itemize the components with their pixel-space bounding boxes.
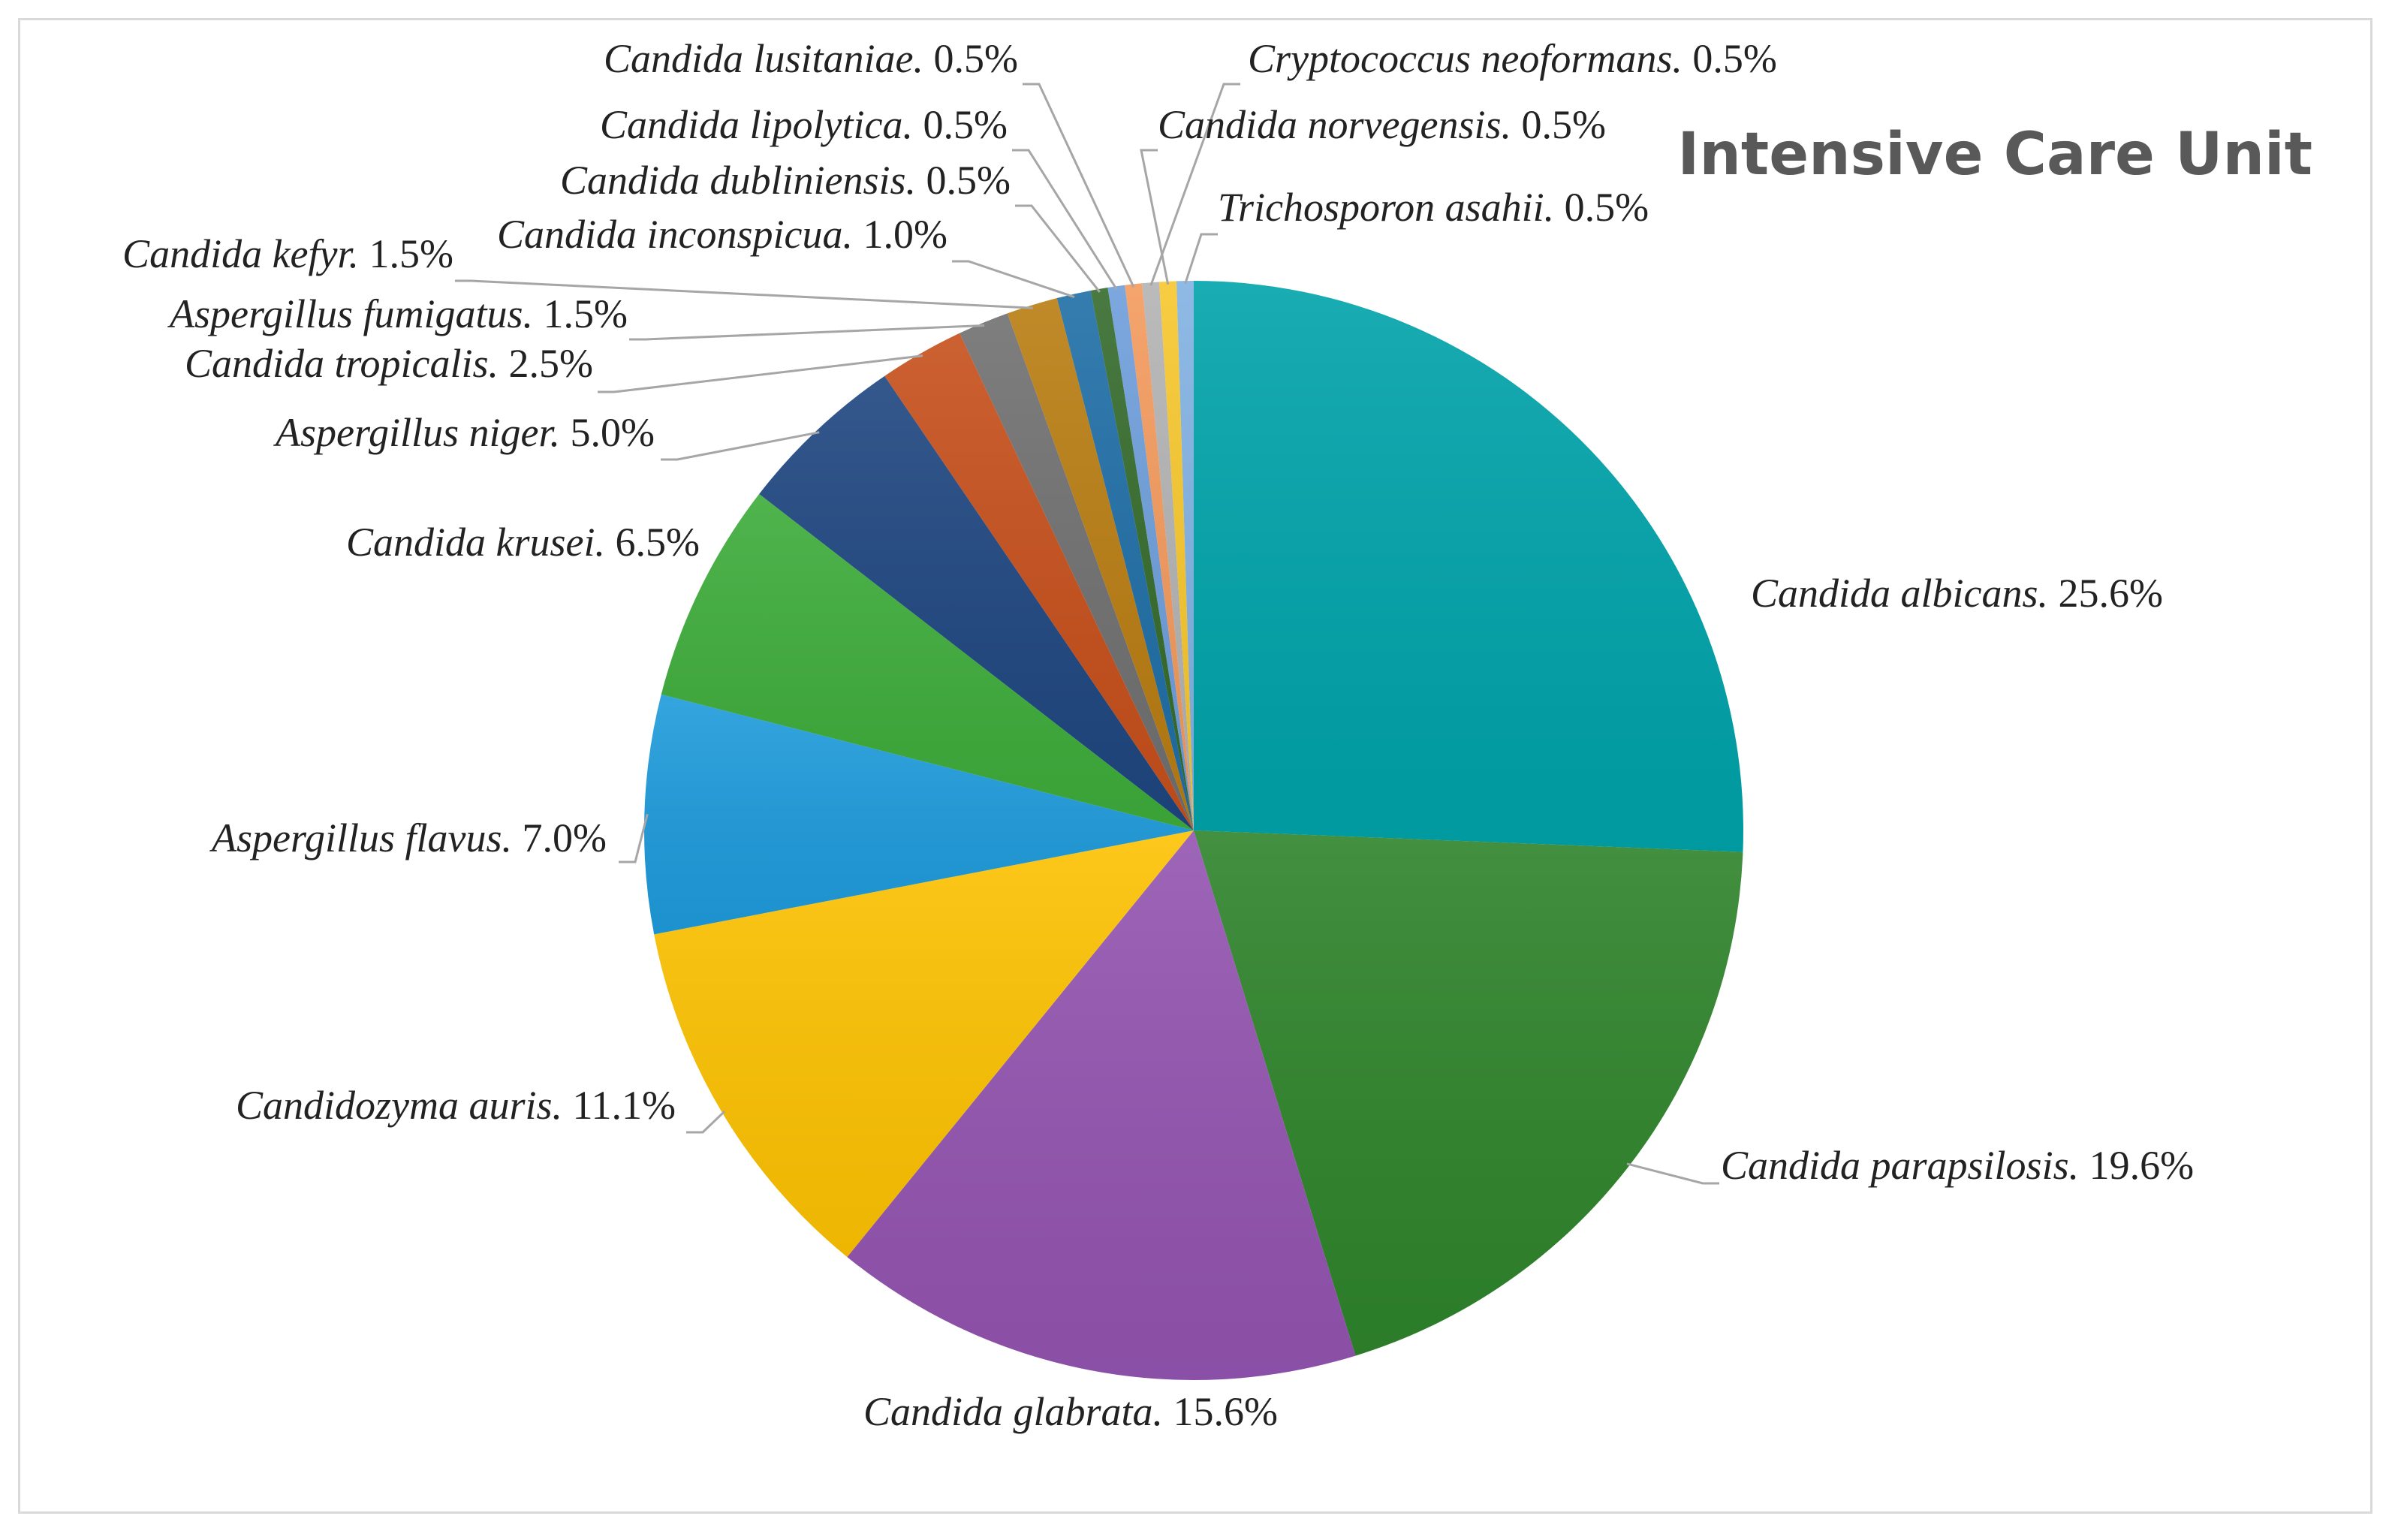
slice-label-species: Trichosporon asahii. xyxy=(1218,185,1554,230)
pie-slice-shade xyxy=(1125,283,1194,830)
slice-labels: Candida albicans. 25.6% Candida parapsilo… xyxy=(122,36,2194,1434)
slice-label-percent: 1.0% xyxy=(853,212,947,257)
pie-slice-shade xyxy=(960,313,1194,830)
slice-label-percent: 15.6% xyxy=(1163,1389,1278,1434)
slice-label-species: Aspergillus flavus. xyxy=(209,815,512,860)
slice-label-percent: 0.5% xyxy=(1554,185,1649,230)
pie-slice-shade xyxy=(847,830,1356,1381)
slice-label-species: Candida glabrata. xyxy=(863,1389,1163,1434)
slice-label: Aspergillus niger. 5.0% xyxy=(273,410,655,455)
pie-slice-shade xyxy=(759,375,1194,830)
leader-line xyxy=(1140,149,1170,285)
slice-label: Candida glabrata. 15.6% xyxy=(863,1389,1278,1434)
slice-label-percent: 11.1% xyxy=(562,1083,676,1128)
slice-label-species: Candidozyma auris. xyxy=(236,1083,562,1128)
slice-label: Candida inconspicua. 1.0% xyxy=(497,212,947,257)
slice-label-species: Candida krusei. xyxy=(346,520,605,565)
pie-slice-shade xyxy=(1090,288,1194,830)
pie-slice-shade xyxy=(1194,830,1743,1356)
slice-label-percent: 2.5% xyxy=(499,341,593,386)
slice-label-species: Candida lusitaniae. xyxy=(604,36,923,81)
slice-label-species: Aspergillus niger. xyxy=(273,410,560,455)
leader-line xyxy=(661,431,820,461)
slice-label: Trichosporon asahii. 0.5% xyxy=(1218,185,1649,230)
slice-label-percent: 7.0% xyxy=(512,815,607,860)
slice-label-species: Candida inconspicua. xyxy=(497,212,853,257)
pie-slice-shade xyxy=(1176,280,1194,830)
pie-slice-shade xyxy=(661,493,1194,830)
slice-label-percent: 0.5% xyxy=(923,36,1018,81)
slice-label-percent: 0.5% xyxy=(913,102,1008,147)
pie-slice-shade xyxy=(1056,290,1194,830)
pie-slice-shade xyxy=(884,333,1194,830)
slice-label: Candidozyma auris. 11.1% xyxy=(236,1083,676,1128)
leader-line xyxy=(1015,204,1101,293)
pie-slice-shade xyxy=(1107,285,1194,830)
pie-slice-shade xyxy=(1142,282,1194,830)
leader-line xyxy=(1012,149,1118,291)
pie-slices xyxy=(644,280,1743,1381)
pie-slice-shade xyxy=(1158,281,1194,830)
slice-label-species: Candida albicans. xyxy=(1751,571,2048,616)
pie-slice-shade xyxy=(1007,298,1194,830)
slice-label-species: Cryptococcus neoformans. xyxy=(1248,36,1683,81)
slice-label: Candida kefyr. 1.5% xyxy=(122,231,453,276)
slice-label-species: Candida dubliniensis. xyxy=(560,158,916,203)
leader-line xyxy=(598,354,923,393)
slice-label: Candida norvegensis. 0.5% xyxy=(1158,102,1606,147)
slice-label: Candida parapsilosis. 19.6% xyxy=(1721,1143,2194,1188)
slice-label: Aspergillus flavus. 7.0% xyxy=(209,815,607,860)
leader-line xyxy=(1184,233,1218,285)
slice-label-species: Candida parapsilosis. xyxy=(1721,1143,2079,1188)
slice-label-species: Candida norvegensis. xyxy=(1158,102,1511,147)
slice-label-percent: 0.5% xyxy=(1683,36,1777,81)
slice-label-percent: 25.6% xyxy=(2048,571,2163,616)
slice-label-species: Candida tropicalis. xyxy=(185,341,499,386)
leader-line xyxy=(952,260,1075,299)
slice-label-percent: 0.5% xyxy=(916,158,1011,203)
slice-label-percent: 1.5% xyxy=(533,291,628,336)
slice-label-percent: 1.5% xyxy=(359,231,453,276)
leader-lines xyxy=(455,83,1719,1185)
leader-line xyxy=(1023,83,1135,288)
slice-label: Candida krusei. 6.5% xyxy=(346,520,700,565)
slice-label-percent: 19.6% xyxy=(2079,1143,2194,1188)
leader-line xyxy=(455,279,1033,309)
pie-slice-shade xyxy=(644,694,1194,935)
leader-line xyxy=(686,1110,726,1134)
chart-title: Intensive Care Unit xyxy=(1677,121,2312,188)
slice-label: Candida tropicalis. 2.5% xyxy=(185,341,593,386)
slice-label-species: Aspergillus fumigatus. xyxy=(167,291,533,336)
slice-label-percent: 0.5% xyxy=(1511,102,1606,147)
slice-label: Candida lipolytica. 0.5% xyxy=(600,102,1008,147)
leader-line xyxy=(1626,1162,1719,1185)
leader-line xyxy=(629,324,985,341)
slice-label: Aspergillus fumigatus. 1.5% xyxy=(167,291,628,336)
slice-label-species: Candida kefyr. xyxy=(122,231,359,276)
slice-label-species: Candida lipolytica. xyxy=(600,102,913,147)
pie-slice-shade xyxy=(654,830,1194,1258)
leader-line xyxy=(1149,83,1240,286)
slice-label-percent: 6.5% xyxy=(605,520,700,565)
slice-label: Cryptococcus neoformans. 0.5% xyxy=(1248,36,1777,81)
slice-label: Candida albicans. 25.6% xyxy=(1751,571,2163,616)
slice-label-percent: 5.0% xyxy=(560,410,655,455)
slice-label: Candida dubliniensis. 0.5% xyxy=(560,158,1011,203)
leader-line xyxy=(619,813,649,863)
slice-label: Candida lusitaniae. 0.5% xyxy=(604,36,1018,81)
pie-slice-shade xyxy=(1194,281,1743,852)
